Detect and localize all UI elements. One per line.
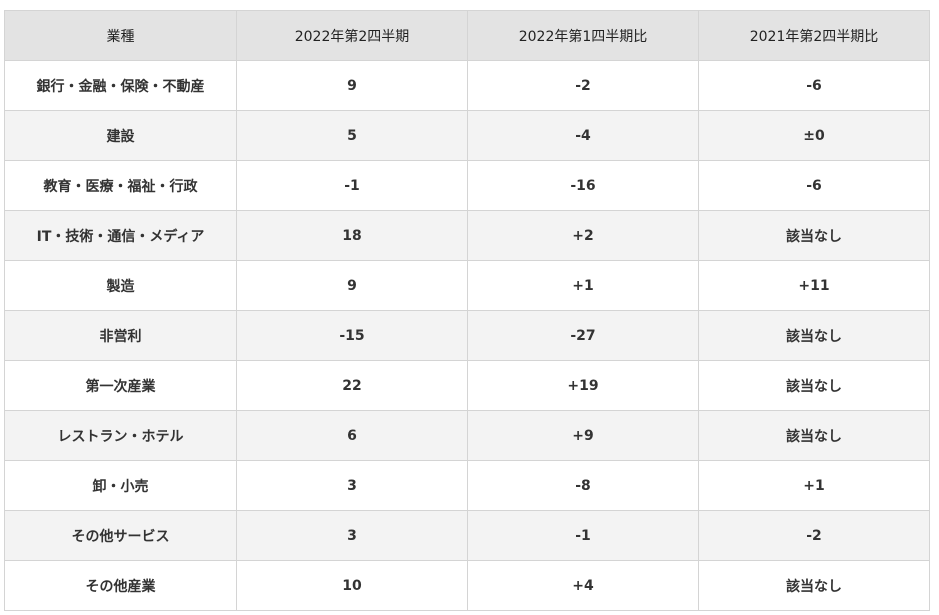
industry-cell: 建設	[4, 110, 237, 161]
table-row: 第一次産業 22 +19 該当なし	[4, 360, 930, 411]
value-cell: 3	[236, 460, 468, 511]
value-cell: 該当なし	[698, 360, 930, 411]
header-cell: 2021年第2四半期比	[698, 10, 930, 61]
table-row: 銀行・金融・保険・不動産 9 -2 -6	[4, 60, 930, 111]
value-cell: +4	[467, 560, 699, 611]
value-cell: 9	[236, 260, 468, 311]
industry-cell: その他産業	[4, 560, 237, 611]
industry-cell: 卸・小売	[4, 460, 237, 511]
table-row: レストラン・ホテル 6 +9 該当なし	[4, 410, 930, 461]
industry-cell: IT・技術・通信・メディア	[4, 210, 237, 261]
industry-cell: その他サービス	[4, 510, 237, 561]
table-row: 非営利 -15 -27 該当なし	[4, 310, 930, 361]
industry-cell: 非営利	[4, 310, 237, 361]
value-cell: +2	[467, 210, 699, 261]
value-cell: 5	[236, 110, 468, 161]
value-cell: 10	[236, 560, 468, 611]
header-cell: 2022年第2四半期	[236, 10, 468, 61]
value-cell: 該当なし	[698, 310, 930, 361]
value-cell: -27	[467, 310, 699, 361]
value-cell: 22	[236, 360, 468, 411]
value-cell: ±0	[698, 110, 930, 161]
value-cell: -2	[698, 510, 930, 561]
table-row: IT・技術・通信・メディア 18 +2 該当なし	[4, 210, 930, 261]
table-row: その他サービス 3 -1 -2	[4, 510, 930, 561]
industry-cell: 製造	[4, 260, 237, 311]
value-cell: 該当なし	[698, 560, 930, 611]
value-cell: +19	[467, 360, 699, 411]
value-cell: -16	[467, 160, 699, 211]
value-cell: -1	[236, 160, 468, 211]
value-cell: +1	[698, 460, 930, 511]
value-cell: -4	[467, 110, 699, 161]
header-cell: 業種	[4, 10, 237, 61]
value-cell: -2	[467, 60, 699, 111]
value-cell: 6	[236, 410, 468, 461]
industry-cell: 教育・医療・福祉・行政	[4, 160, 237, 211]
value-cell: 該当なし	[698, 410, 930, 461]
table-body: 銀行・金融・保険・不動産 9 -2 -6 建設 5 -4 ±0 教育・医療・福祉・行政 -1 -16…	[4, 60, 930, 611]
data-table: 業種 2022年第2四半期 2022年第1四半期比 2021年第2四半期比 銀行・金融…	[4, 10, 930, 611]
header-row: 業種 2022年第2四半期 2022年第1四半期比 2021年第2四半期比	[4, 10, 930, 61]
table-row: 建設 5 -4 ±0	[4, 110, 930, 161]
value-cell: -6	[698, 160, 930, 211]
table-row: 教育・医療・福祉・行政 -1 -16 -6	[4, 160, 930, 211]
value-cell: -1	[467, 510, 699, 561]
value-cell: -6	[698, 60, 930, 111]
table-row: 製造 9 +1 +11	[4, 260, 930, 311]
value-cell: 3	[236, 510, 468, 561]
header-cell: 2022年第1四半期比	[467, 10, 699, 61]
value-cell: 18	[236, 210, 468, 261]
industry-cell: 銀行・金融・保険・不動産	[4, 60, 237, 111]
value-cell: +9	[467, 410, 699, 461]
value-cell: +1	[467, 260, 699, 311]
value-cell: 該当なし	[698, 210, 930, 261]
table-row: その他産業 10 +4 該当なし	[4, 560, 930, 611]
value-cell: -15	[236, 310, 468, 361]
value-cell: 9	[236, 60, 468, 111]
table-header: 業種 2022年第2四半期 2022年第1四半期比 2021年第2四半期比	[4, 10, 930, 61]
industry-cell: 第一次産業	[4, 360, 237, 411]
value-cell: -8	[467, 460, 699, 511]
industry-cell: レストラン・ホテル	[4, 410, 237, 461]
table-row: 卸・小売 3 -8 +1	[4, 460, 930, 511]
value-cell: +11	[698, 260, 930, 311]
